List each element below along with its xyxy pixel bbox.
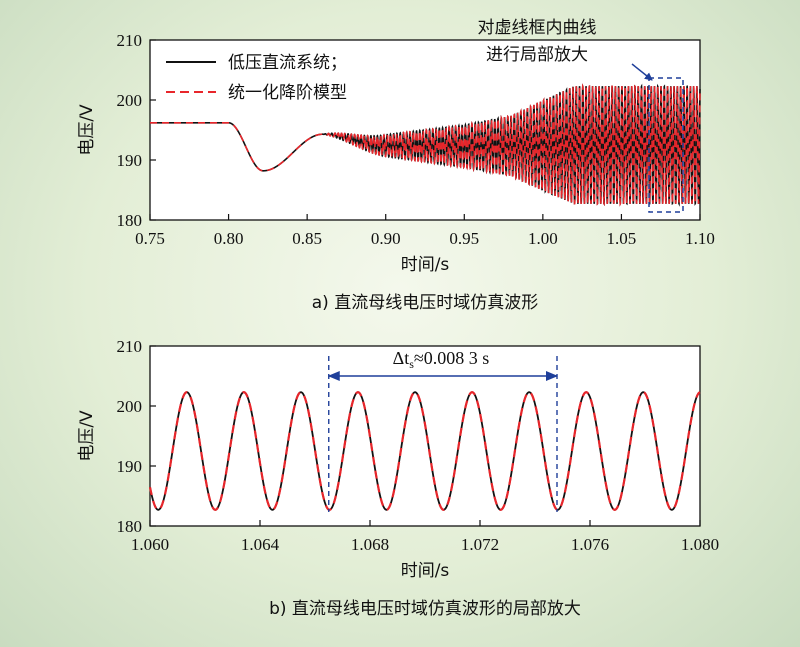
chart-a-legend: 低压直流系统； 统一化降阶模型	[166, 53, 347, 103]
period-label-value: ≈0.008 3 s	[414, 348, 489, 368]
chart-a-y-tick-label-0: 180	[117, 211, 143, 230]
chart-a: 0.75 0.80 0.85 0.90 0.95 1.00 1.05 1.10 180 190 20…	[77, 18, 715, 313]
chart-a-x-tick-label-6: 1.05	[607, 229, 637, 248]
chart-b-series-group	[148, 391, 701, 511]
chart-b-y-tick-label-0: 180	[117, 517, 143, 536]
chart-b-x-tick-label-2: 1.068	[351, 535, 389, 554]
chart-b-y-tick-label-2: 200	[117, 397, 143, 416]
chart-b-x-tick-label-5: 1.080	[681, 535, 719, 554]
chart-a-y-tick-label-2: 200	[117, 91, 143, 110]
legend-item-dashed-label: 统一化降阶模型	[228, 83, 347, 103]
chart-a-xlabel: 时间/s	[401, 255, 450, 275]
chart-a-x-tick-label-5: 1.00	[528, 229, 558, 248]
chart-a-x-tick-label-0: 0.75	[135, 229, 165, 248]
chart-a-x-tick-label-2: 0.85	[292, 229, 322, 248]
chart-a-annotation-line1: 对虚线框内曲线	[478, 18, 597, 38]
chart-b-y-tick-label-1: 190	[117, 457, 143, 476]
chart-b-x-tick-label-0: 1.060	[131, 535, 169, 554]
chart-a-y-tick-label-3: 210	[117, 31, 143, 50]
chart-a-ticks: 0.75 0.80 0.85 0.90 0.95 1.00 1.05 1.10 180 190 20…	[117, 31, 715, 248]
chart-b-ylabel: 电压/V	[77, 410, 97, 462]
chart-a-series-group	[150, 83, 701, 207]
chart-a-y-tick-label-1: 190	[117, 151, 143, 170]
chart-a-series-dashed	[150, 83, 701, 207]
chart-b: Δts≈0.008 3 s 1.060 1.064 1.068 1.072 1.076 1…	[77, 337, 719, 619]
chart-a-x-tick-label-1: 0.80	[214, 229, 244, 248]
chart-a-annotation-line2: 进行局部放大	[486, 45, 588, 65]
chart-b-ticks: 1.060 1.064 1.068 1.072 1.076 1.080 180 190 200 2…	[117, 337, 720, 554]
chart-a-zoom-box	[648, 77, 684, 213]
chart-a-ylabel: 电压/V	[77, 104, 97, 156]
period-label-delta: Δt	[393, 348, 410, 368]
period-label-subscript: s	[409, 357, 414, 371]
chart-b-x-tick-label-1: 1.064	[241, 535, 280, 554]
chart-a-x-tick-label-4: 0.95	[449, 229, 479, 248]
chart-a-caption: a) 直流母线电压时域仿真波形	[312, 293, 538, 313]
chart-b-x-tick-label-4: 1.076	[571, 535, 609, 554]
chart-b-caption: b) 直流母线电压时域仿真波形的局部放大	[269, 599, 581, 619]
chart-b-y-tick-label-3: 210	[117, 337, 143, 356]
chart-b-x-tick-label-3: 1.072	[461, 535, 499, 554]
legend-item-solid-label: 低压直流系统；	[228, 53, 347, 73]
chart-a-annotation-arrow	[631, 63, 653, 81]
chart-a-x-tick-label-7: 1.10	[685, 229, 715, 248]
chart-a-x-tick-label-3: 0.90	[371, 229, 401, 248]
period-label: Δts≈0.008 3 s	[393, 348, 490, 371]
chart-b-series-dashed	[148, 391, 701, 511]
chart-b-xlabel: 时间/s	[401, 561, 450, 581]
